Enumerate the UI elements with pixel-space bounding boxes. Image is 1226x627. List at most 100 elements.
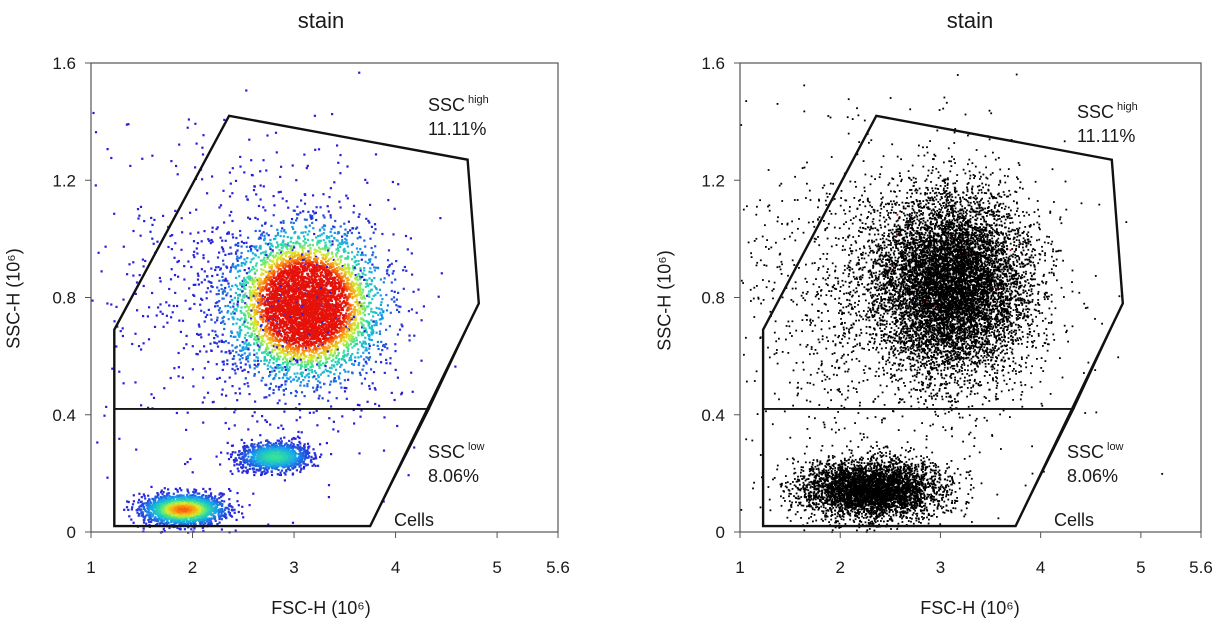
event-dot: [271, 307, 274, 310]
event-dot: [256, 321, 259, 324]
event-dot: [278, 339, 281, 343]
event-dot: [370, 225, 373, 228]
event-dot: [267, 263, 271, 266]
event-dot: [270, 459, 273, 462]
event-dot: [333, 373, 336, 376]
event-dot: [180, 217, 183, 220]
event-dot: [334, 259, 337, 262]
event-dot: [241, 323, 244, 326]
event-dot: [343, 349, 346, 352]
event-dot: [210, 522, 213, 525]
event-dot: [141, 514, 144, 517]
event-dot: [266, 256, 269, 259]
event-dot: [302, 379, 305, 382]
event-dot: [115, 305, 118, 308]
event-dot: [307, 254, 310, 257]
event-dot: [247, 455, 250, 458]
event-dot: [142, 519, 145, 522]
event-dot: [217, 292, 220, 296]
event-dot: [320, 301, 323, 304]
event-dot: [176, 490, 179, 493]
event-dot: [303, 363, 307, 366]
event-dot: [385, 358, 388, 361]
event-dot: [283, 301, 286, 304]
event-dot: [283, 479, 286, 482]
event-dot: [310, 314, 313, 317]
event-dot: [241, 512, 244, 515]
event-dot: [282, 324, 285, 327]
event-dot: [357, 215, 360, 218]
event-dot: [351, 258, 354, 261]
event-dot: [231, 167, 234, 170]
event-dot: [314, 320, 318, 323]
event-dot: [255, 288, 258, 291]
event-dot: [370, 246, 373, 250]
event-dot: [251, 452, 254, 455]
event-dot: [151, 154, 154, 157]
event-dot: [319, 351, 322, 354]
event-dot: [307, 376, 310, 379]
event-dot: [319, 373, 322, 376]
event-dot: [296, 266, 299, 269]
event-dot: [274, 374, 277, 377]
event-dot: [287, 377, 290, 380]
event-dot: [305, 269, 308, 272]
event-dot: [334, 360, 337, 364]
event-dot: [307, 300, 310, 303]
event-dot: [202, 529, 205, 533]
event-dot: [220, 246, 224, 249]
event-dot: [274, 237, 277, 240]
event-dot: [375, 324, 378, 327]
event-dot: [137, 513, 141, 516]
event-dot: [223, 322, 226, 325]
event-dot: [328, 346, 332, 349]
event-dot: [174, 209, 177, 212]
event-dot: [241, 357, 244, 360]
event-dot: [376, 291, 379, 294]
event-dot: [288, 316, 291, 319]
event-dot: [215, 293, 218, 296]
event-dot: [287, 465, 290, 469]
event-dot: [301, 342, 304, 345]
event-dot: [214, 305, 217, 308]
event-dot: [386, 347, 389, 350]
event-dot: [263, 470, 266, 473]
event-dot: [246, 343, 249, 346]
event-dot: [239, 344, 242, 347]
event-dot: [192, 283, 195, 286]
event-dot: [137, 514, 140, 517]
event-dot: [304, 237, 307, 241]
event-dot: [294, 359, 297, 362]
event-dot: [324, 300, 327, 303]
event-dot: [198, 501, 201, 504]
event-dot: [131, 342, 134, 346]
event-dot: [205, 297, 208, 300]
event-dot: [315, 378, 318, 381]
event-dot: [246, 463, 249, 466]
event-dot: [147, 494, 150, 497]
event-dot: [339, 261, 342, 264]
event-dot: [194, 491, 197, 494]
event-dot: [189, 457, 192, 461]
event-dot: [294, 375, 298, 378]
event-dot: [197, 518, 200, 521]
event-dot: [358, 292, 361, 295]
event-dot: [341, 276, 344, 279]
event-dot: [190, 265, 193, 269]
event-dot: [256, 420, 259, 423]
event-dot: [287, 352, 290, 355]
event-dot: [344, 370, 347, 373]
event-dot: [240, 240, 243, 243]
event-dot: [198, 325, 201, 328]
event-dot: [321, 265, 324, 268]
event-dot: [226, 292, 229, 295]
event-dot: [216, 226, 219, 229]
event-dot: [206, 275, 209, 278]
event-dot: [325, 323, 328, 326]
event-dot: [320, 289, 323, 292]
event-dot: [249, 275, 252, 278]
event-dot: [271, 282, 274, 285]
event-dot: [218, 517, 221, 521]
event-dot: [250, 295, 253, 298]
event-dot: [343, 368, 346, 371]
